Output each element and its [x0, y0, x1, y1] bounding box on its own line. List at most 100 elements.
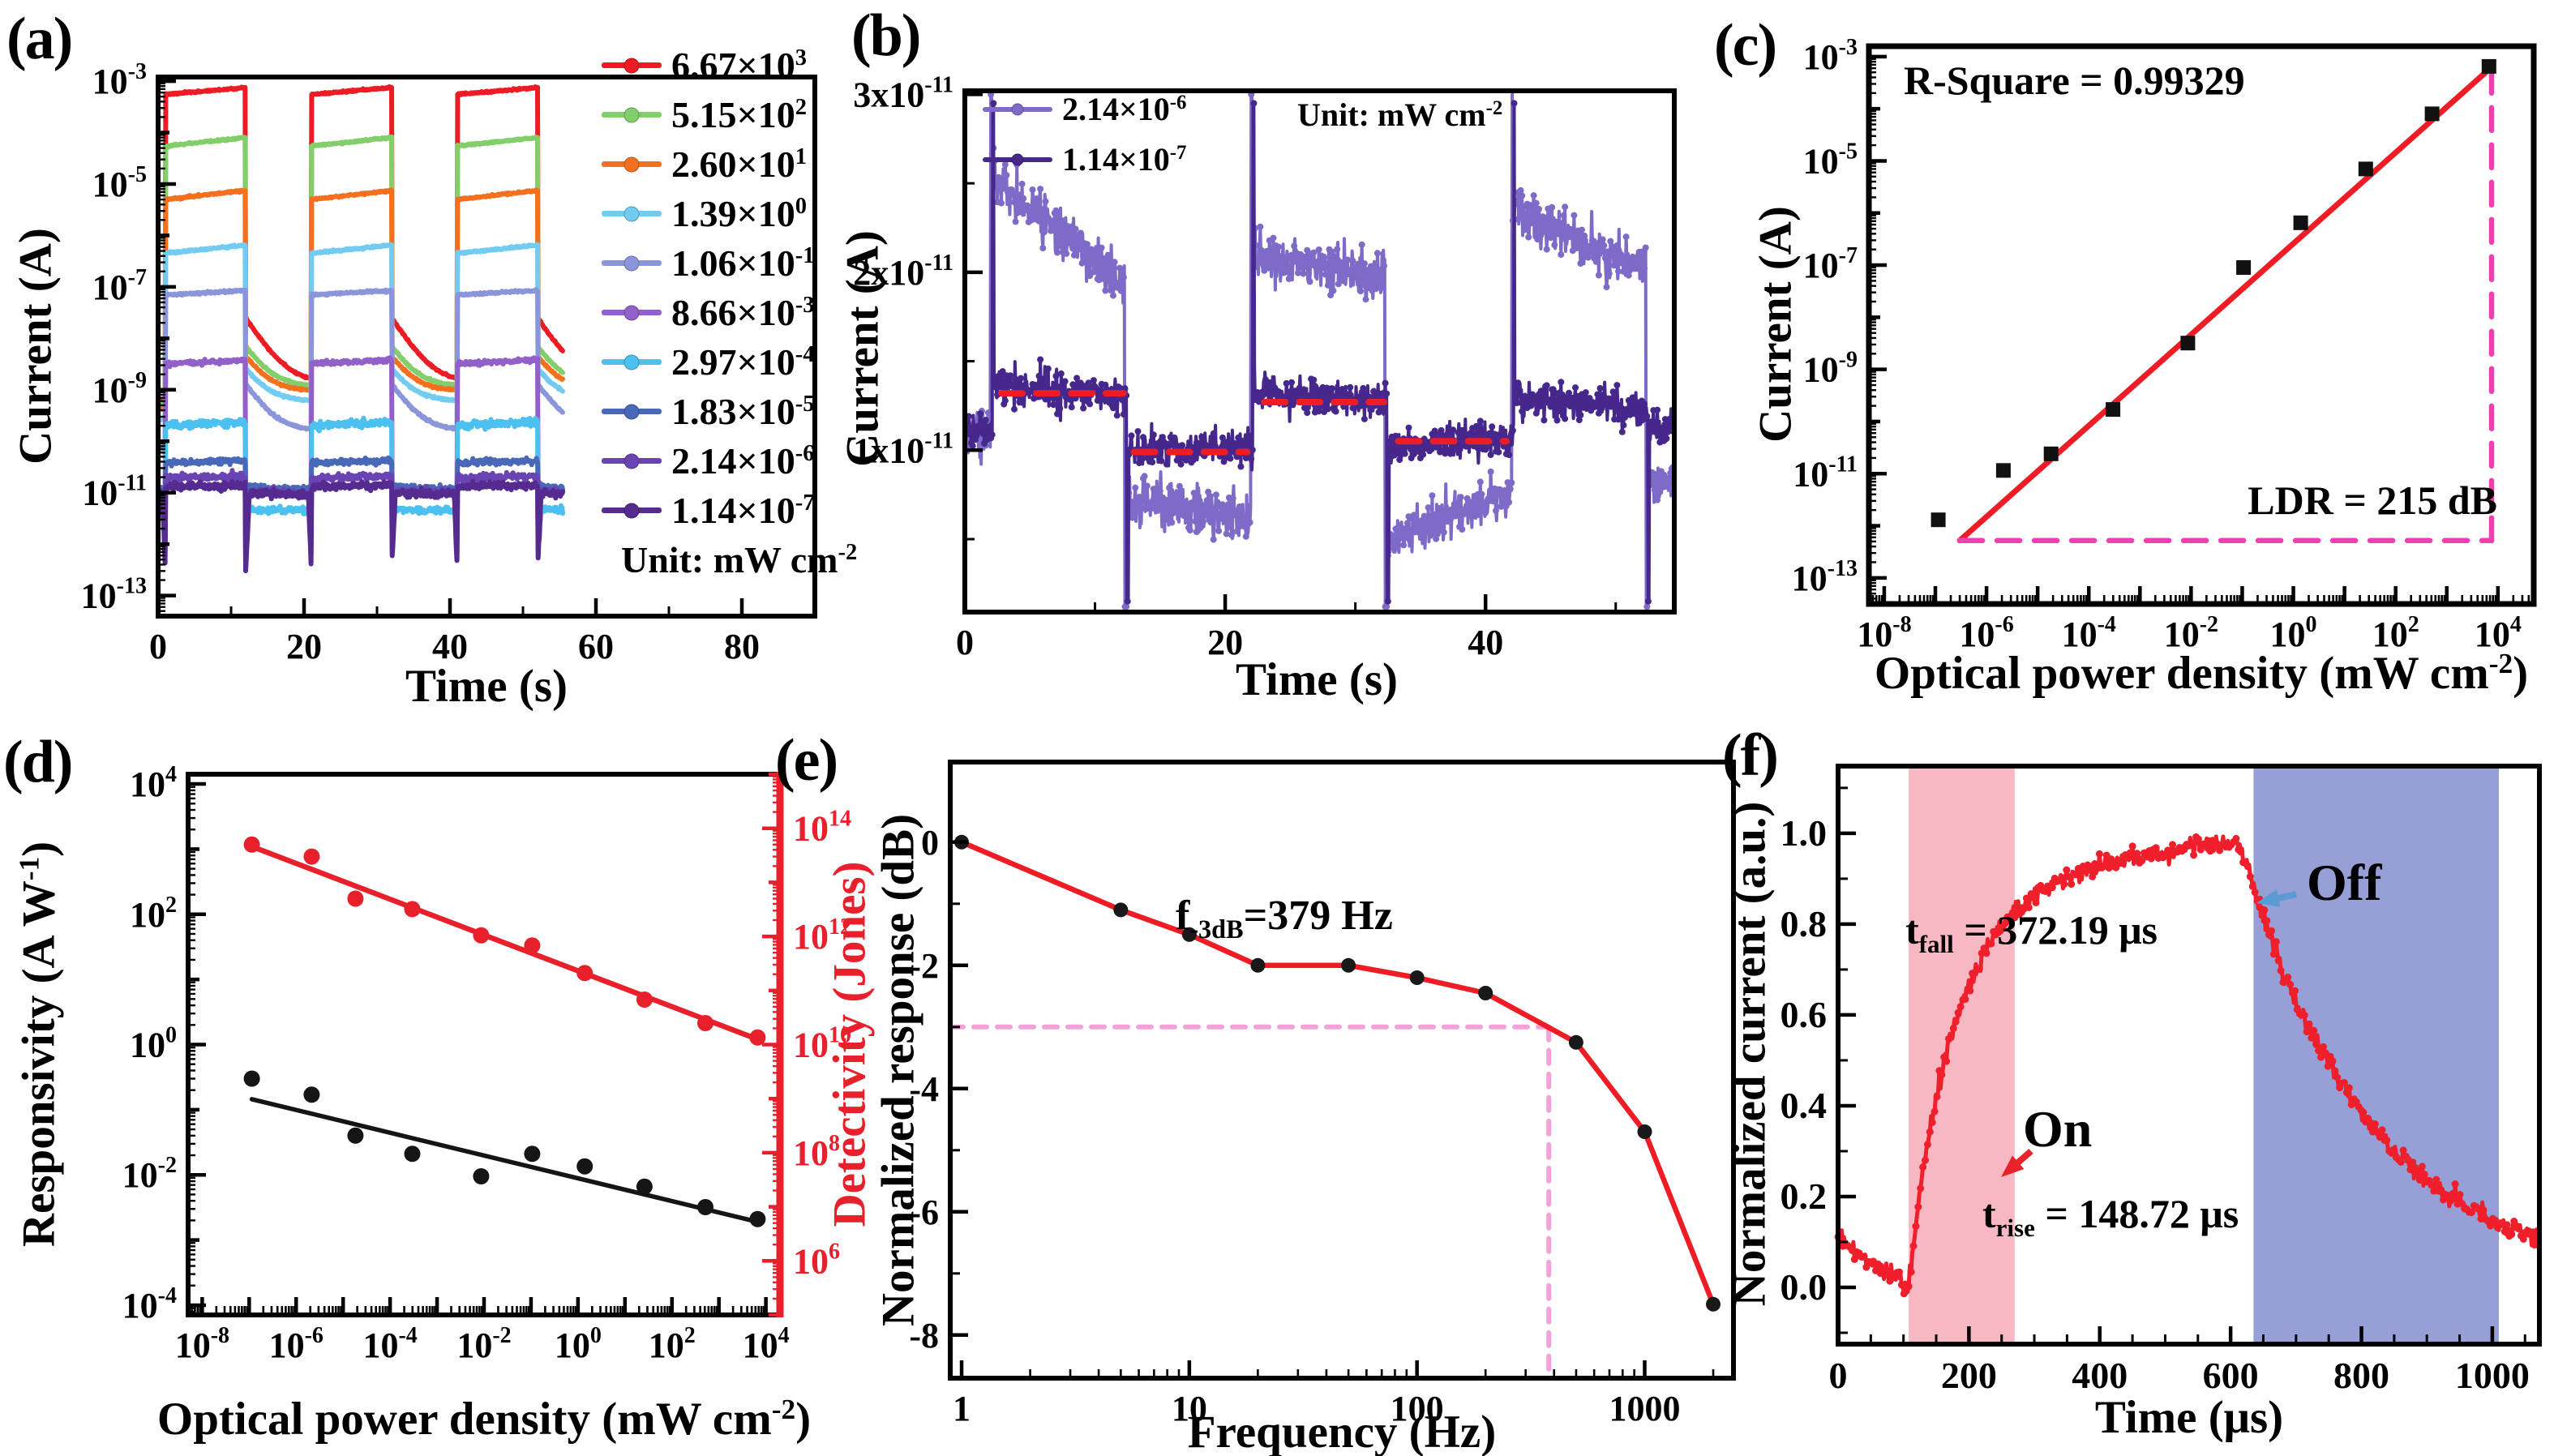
- tick-label: 10-5: [92, 162, 147, 204]
- tick-label: -6: [909, 1193, 939, 1232]
- f3db-annotation: f-3dB=379 Hz: [1176, 893, 1393, 944]
- tick-label: 102: [649, 1323, 696, 1365]
- legend-marker: [983, 153, 1052, 166]
- detectivity-point: [697, 1015, 713, 1031]
- tick-label: 10-11: [82, 471, 147, 513]
- legend-item: 1.14×10-7: [983, 135, 1186, 185]
- detectivity-point: [303, 848, 320, 865]
- panel-b-legend-unit: Unit: mW cm-2: [1297, 96, 1503, 133]
- data-point: [2106, 402, 2121, 418]
- legend-item: 1.14×10-7: [602, 486, 814, 535]
- panel-f-label: (f): [1722, 722, 1779, 789]
- panel-d-right-y-axis-title: Detectivity (Jones): [824, 861, 876, 1227]
- detectivity-point: [404, 901, 421, 918]
- data-point: [2481, 58, 2496, 74]
- data-point: [1113, 902, 1129, 918]
- panel-c-x-axis-title: Optical power density (mW cm-2): [1874, 647, 2529, 699]
- responsivity-point: [404, 1146, 421, 1163]
- on-annotation: On: [2023, 1100, 2093, 1158]
- legend-marker: [602, 206, 662, 221]
- panel-a-x-axis-title: Time (s): [405, 661, 568, 712]
- tick-label: 10-3: [1803, 35, 1858, 77]
- responsivity-point: [303, 1086, 320, 1103]
- tick-label: 10-13: [1792, 556, 1858, 598]
- shaded-band: [2253, 769, 2499, 1342]
- panel-d-label: (d): [3, 729, 73, 795]
- tick-label: 20: [1207, 623, 1243, 662]
- tick-label: 102: [130, 893, 177, 935]
- plot-frame: [1836, 764, 2542, 1347]
- legend-label: 8.66×10-3: [671, 291, 815, 333]
- responsivity-point: [347, 1127, 364, 1144]
- tick-label: 1012: [793, 914, 851, 957]
- responsivity-point: [576, 1158, 594, 1175]
- panel-d-x-axis-title: Optical power density (mW cm-2): [156, 1393, 812, 1445]
- tick-label: 10-6: [269, 1323, 324, 1365]
- tick-label: 10-8: [175, 1323, 229, 1365]
- data-point: [1409, 970, 1425, 985]
- legend-label: 1.39×100: [671, 192, 807, 234]
- legend-marker: [983, 103, 1052, 116]
- detectivity-point: [636, 991, 653, 1008]
- tick-label: 0: [1829, 1355, 1848, 1396]
- tick-label: 10-11: [1793, 452, 1858, 494]
- legend-marker: [602, 58, 662, 73]
- panel-d-left-y-axis-title: Responsivity (A W-1): [13, 841, 65, 1248]
- tick-label: 800: [2333, 1355, 2389, 1396]
- legend-item: 8.66×10-3: [602, 288, 814, 337]
- detectivity-point: [576, 965, 594, 982]
- panel-b-y-axis-title: Current (A): [837, 230, 889, 467]
- panel-a-plot: 0 20 40 60 80 10-3 10-5 10-7 10-9 10-11 10-13: [81, 59, 817, 666]
- legend-label: 1.83×10-5: [671, 390, 815, 432]
- tick-label: 100: [2270, 612, 2317, 654]
- tick-label: 104: [130, 762, 177, 804]
- panel-b-plot: 0 20 40 1x10-11 2x10-11 3x10-11: [853, 72, 1677, 662]
- legend-label: 6.67×103: [671, 44, 807, 86]
- r-square-annotation: R-Square = 0.99329: [1904, 58, 2245, 103]
- data-point: [2236, 260, 2252, 275]
- responsivity-point: [524, 1146, 541, 1163]
- tick-label: 10: [1172, 1389, 1207, 1428]
- tick-label: 10-9: [1803, 348, 1858, 390]
- tick-label: 10-9: [92, 368, 147, 410]
- arrow-head: [2001, 1155, 2025, 1177]
- panel-a-legend: 6.67×103 5.15×102 2.60×101 1.39×100 1.06×10-…: [602, 41, 814, 535]
- tick-label: 10-4: [2062, 612, 2116, 654]
- data-point: [2293, 215, 2308, 230]
- tick-label: 10-2: [122, 1153, 177, 1195]
- responsivity-point: [473, 1168, 490, 1184]
- legend-marker: [602, 503, 662, 518]
- panel-c-plot: 10-8 10-6 10-4 10-2 100 102 104 10-3 10-5 10-7 10-…: [1792, 35, 2537, 654]
- tick-label: 100: [555, 1323, 602, 1365]
- panel-b-legend: 2.14×10-6 1.14×10-7: [983, 84, 1186, 185]
- legend-item: 2.14×10-6: [602, 436, 814, 486]
- tick-label: 10-3: [92, 59, 147, 101]
- tick-label: 10-7: [1803, 243, 1858, 285]
- plot-frame: [962, 88, 1677, 615]
- tick-label: 40: [1468, 623, 1503, 662]
- data-point: [2043, 446, 2059, 461]
- tick-label: 104: [743, 1323, 790, 1365]
- tick-label: 10-5: [1803, 139, 1858, 181]
- tick-label: 10-8: [1857, 612, 1911, 654]
- panel-c-y-axis-title: Current (A): [1750, 206, 1802, 443]
- tick-label: 102: [2372, 612, 2419, 654]
- tick-label: 0: [921, 823, 939, 863]
- legend-marker: [602, 453, 662, 469]
- panel-d-plot: 10-8 10-6 10-4 10-2 100 102 104 104 102 100 10-2 10…: [122, 762, 851, 1365]
- legend-item: 1.83×10-5: [602, 387, 814, 436]
- tick-label: 0: [149, 627, 167, 666]
- panel-b-x-axis-title: Time (s): [1235, 654, 1399, 705]
- data-point: [1995, 463, 2011, 478]
- tick-label: 80: [724, 627, 760, 666]
- tick-label: 0: [956, 623, 974, 662]
- tick-label: 1000: [1609, 1389, 1680, 1428]
- tick-label: 10-2: [2164, 612, 2218, 654]
- tick-label: 1000: [2455, 1355, 2530, 1396]
- legend-marker: [602, 255, 662, 271]
- arrow-head: [2256, 889, 2281, 907]
- legend-label: 1.14×10-7: [1062, 141, 1187, 178]
- legend-marker: [602, 107, 662, 122]
- panel-f-y-axis-title: Normalized current (a.u.): [1724, 801, 1776, 1307]
- data-point: [1478, 986, 1493, 1000]
